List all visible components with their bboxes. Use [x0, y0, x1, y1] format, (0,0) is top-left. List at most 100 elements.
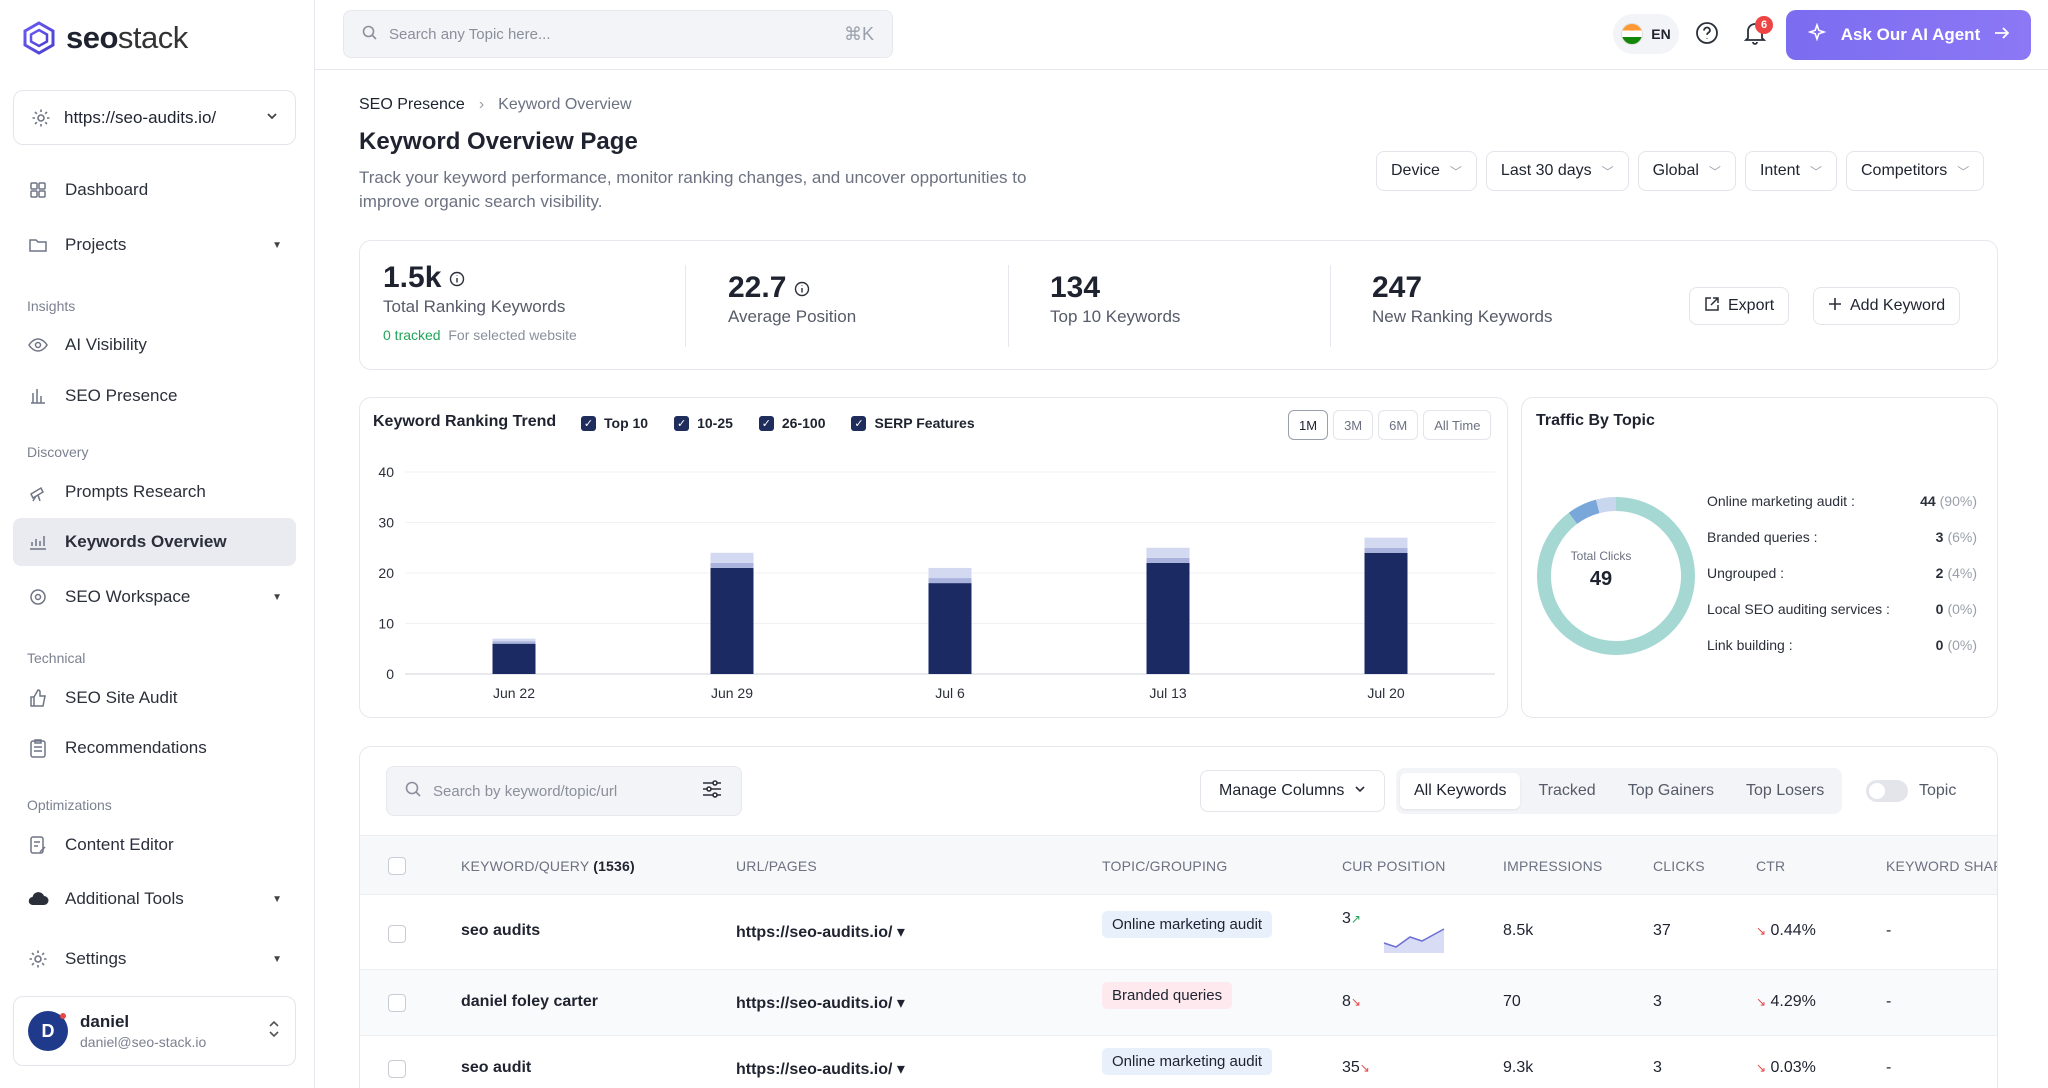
info-icon[interactable]	[794, 271, 810, 305]
info-icon[interactable]	[449, 261, 465, 295]
donut-center-label: Total Clicks	[1570, 549, 1632, 563]
manage-columns-button[interactable]: Manage Columns	[1200, 770, 1386, 812]
table-row[interactable]: daniel foley carter https://seo-audits.i…	[360, 970, 1997, 1036]
row-checkbox[interactable]	[388, 925, 406, 943]
tab-top-gainers[interactable]: Top Gainers	[1627, 782, 1714, 799]
row-checkbox[interactable]	[388, 994, 406, 1012]
sidebar-item-projects[interactable]: Projects ▼	[13, 221, 296, 269]
sparkle-icon	[1807, 22, 1827, 48]
keyword-search-input[interactable]: Search by keyword/topic/url	[386, 766, 742, 816]
x-tick-label: Jun 29	[711, 685, 753, 701]
topic-cell: Branded queries	[1102, 982, 1233, 1009]
toggle-serp-features[interactable]: ✓ SERP Features	[851, 415, 975, 431]
sidebar-item-label: Settings	[65, 949, 127, 968]
toggle-label: 10-25	[697, 415, 733, 431]
user-menu[interactable]: D daniel daniel@seo-stack.io	[13, 996, 296, 1066]
global-search-input[interactable]: Search any Topic here... ⌘K	[343, 10, 893, 58]
language-selector[interactable]: EN	[1613, 14, 1679, 54]
filter-bar: Device ﹀ Last 30 days ﹀ Global ﹀ Intent ﹀ Co…	[1376, 151, 1985, 191]
region-filter[interactable]: Global ﹀	[1637, 151, 1736, 191]
table-row[interactable]: seo audits https://seo-audits.io/ ▾ Onli…	[360, 895, 1997, 970]
site-selector[interactable]: https://seo-audits.io/	[13, 90, 296, 145]
breadcrumb-current: Keyword Overview	[498, 96, 632, 113]
device-filter[interactable]: Device ﹀	[1376, 151, 1477, 191]
tab-top-losers[interactable]: Top Losers	[1745, 782, 1825, 799]
filter-sliders-icon[interactable]	[701, 779, 723, 803]
table-row[interactable]: seo audit https://seo-audits.io/ ▾ Onlin…	[360, 1036, 1997, 1088]
legend-item: Local SEO auditing services : 0 (0%)	[1707, 601, 1977, 617]
settings-icon	[27, 948, 49, 970]
sidebar-item-dashboard[interactable]: Dashboard	[13, 166, 296, 214]
filter-label: Device	[1391, 162, 1440, 179]
column-ctr[interactable]: CTR	[1756, 858, 1786, 874]
sidebar-item-keywords-overview[interactable]: Keywords Overview	[13, 518, 296, 566]
intent-filter[interactable]: Intent ﹀	[1744, 151, 1837, 191]
competitors-filter[interactable]: Competitors ﹀	[1845, 151, 1985, 191]
share-cell: -	[1886, 1059, 1892, 1076]
checkbox-checked-icon: ✓	[674, 415, 690, 431]
help-icon[interactable]	[1694, 20, 1720, 51]
toggle-top-10[interactable]: ✓ Top 10	[581, 415, 648, 431]
toggle-26-100[interactable]: ✓ 26-100	[758, 415, 825, 431]
y-tick-label: 40	[378, 464, 394, 480]
stat-average-position: 22.7 Average Position	[728, 271, 856, 327]
donut-slice[interactable]	[1595, 497, 1617, 514]
column-clicks[interactable]: CLICKS	[1653, 858, 1705, 874]
row-checkbox[interactable]	[388, 1060, 406, 1078]
ai-button-label: Ask Our AI Agent	[1840, 25, 1981, 44]
breadcrumb: SEO Presence › Keyword Overview	[359, 96, 632, 114]
logo[interactable]: seostack	[22, 20, 188, 56]
sidebar-item-seo-presence[interactable]: SEO Presence	[13, 372, 296, 420]
sidebar-item-ai-visibility[interactable]: AI Visibility	[13, 321, 296, 369]
keyword-filter-tabs: All Keywords Tracked Top Gainers Top Los…	[1396, 768, 1843, 814]
column-position[interactable]: CUR POSITION	[1342, 858, 1446, 874]
donut-slice[interactable]	[1568, 499, 1600, 525]
topic-toggle[interactable]	[1866, 780, 1908, 802]
topic-cell: Online marketing audit	[1102, 1048, 1273, 1075]
sidebar-item-additional-tools[interactable]: Additional Tools ▼	[13, 875, 296, 923]
bar-26-100	[1364, 537, 1408, 548]
range-tab-1m[interactable]: 1M	[1288, 410, 1329, 440]
sidebar-item-recommendations[interactable]: Recommendations	[13, 724, 296, 772]
table-header: KEYWORD/QUERY (1536) URL/PAGES TOPIC/GRO…	[360, 835, 1998, 895]
bar-top-10	[710, 567, 754, 674]
filter-label: Last 30 days	[1500, 162, 1592, 179]
url-cell[interactable]: https://seo-audits.io/ ▾	[736, 924, 905, 941]
toggle-10-25[interactable]: ✓ 10-25	[674, 415, 733, 431]
range-tab-6m[interactable]: 6M	[1378, 410, 1419, 440]
divider	[1330, 265, 1331, 347]
export-button[interactable]: Export	[1689, 287, 1790, 325]
sidebar-item-label: Recommendations	[65, 738, 207, 757]
sidebar-item-content-editor[interactable]: Content Editor	[13, 821, 296, 869]
sidebar-item-settings[interactable]: Settings ▼	[13, 935, 296, 983]
range-tab-all-time[interactable]: All Time	[1423, 410, 1492, 440]
url-cell[interactable]: https://seo-audits.io/ ▾	[736, 1061, 905, 1078]
tab-tracked[interactable]: Tracked	[1538, 782, 1596, 799]
column-keyword-share[interactable]: KEYWORD SHAR	[1886, 858, 1998, 874]
column-topic[interactable]: TOPIC/GROUPING	[1102, 858, 1228, 874]
sidebar-item-seo-site-audit[interactable]: SEO Site Audit	[13, 674, 296, 722]
user-email: daniel@seo-stack.io	[80, 1034, 207, 1050]
date-range-filter[interactable]: Last 30 days ﹀	[1485, 151, 1629, 191]
column-url[interactable]: URL/PAGES	[736, 858, 817, 874]
dashboard-icon	[27, 179, 49, 201]
keyword-cell: seo audits	[461, 922, 541, 939]
legend-item: Ungrouped : 2 (4%)	[1707, 565, 1977, 581]
plus-icon	[1828, 297, 1842, 316]
ask-ai-agent-button[interactable]: Ask Our AI Agent	[1786, 10, 2031, 60]
column-keyword[interactable]: KEYWORD/QUERY (1536)	[461, 858, 635, 874]
tab-all-keywords[interactable]: All Keywords	[1400, 773, 1521, 809]
sidebar-item-prompts-research[interactable]: Prompts Research	[13, 468, 296, 516]
sidebar-item-seo-workspace[interactable]: SEO Workspace ▼	[13, 573, 296, 621]
column-impressions[interactable]: IMPRESSIONS	[1503, 858, 1603, 874]
add-keyword-button[interactable]: Add Keyword	[1813, 287, 1961, 325]
stat-new-keywords: 247 New Ranking Keywords	[1372, 271, 1552, 327]
breadcrumb-root[interactable]: SEO Presence	[359, 96, 465, 113]
url-cell[interactable]: https://seo-audits.io/ ▾	[736, 995, 905, 1012]
bar-10-25	[492, 641, 536, 644]
eye-icon	[27, 334, 49, 356]
select-all-checkbox[interactable]	[388, 857, 406, 875]
bar-26-100	[928, 567, 972, 579]
range-tab-3m[interactable]: 3M	[1333, 410, 1374, 440]
donut-slice[interactable]	[1537, 497, 1695, 655]
